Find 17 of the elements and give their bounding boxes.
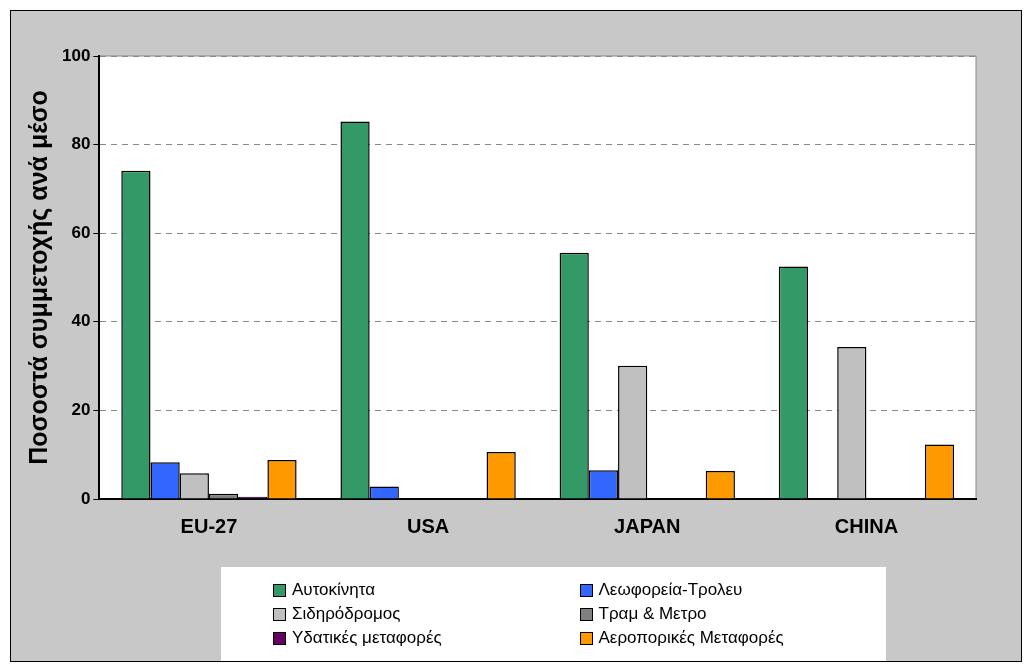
- x-tick-label: JAPAN: [614, 514, 681, 537]
- x-tick-label: EU-27: [180, 514, 238, 537]
- legend-label: Υδατικές μεταφορές: [292, 628, 442, 648]
- x-tick-label: USA: [406, 514, 450, 537]
- y-tick-label: 40: [71, 311, 91, 331]
- y-axis-title: Ποσοστά συμμετοχής ανά μέσο: [23, 90, 53, 465]
- y-tick-label: 0: [80, 488, 91, 508]
- legend-label: Αεροπορικές Μεταφορές: [598, 628, 784, 648]
- y-tick-label: 80: [71, 134, 91, 154]
- legend-label: Λεωφορεία-Τρολευ: [598, 580, 743, 600]
- y-tick-label: 60: [71, 222, 91, 242]
- legend-label: Σιδηρόδρομος: [292, 604, 401, 624]
- y-tick-label: 20: [71, 400, 91, 420]
- x-tick-label: CHINA: [834, 514, 899, 537]
- legend-label: Τραμ & Μετρο: [598, 604, 707, 624]
- legend-label: Αυτοκίνητα: [292, 580, 376, 600]
- y-tick-label: 100: [61, 45, 91, 65]
